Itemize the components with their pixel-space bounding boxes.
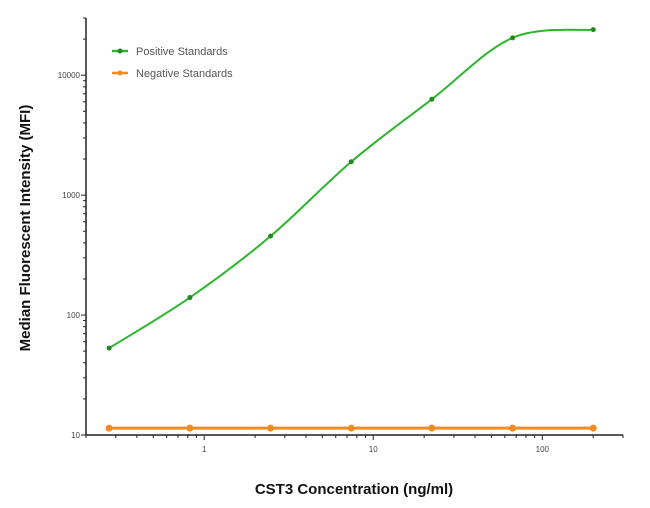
x-tick-label: 1 xyxy=(202,445,207,454)
data-point-negative xyxy=(589,424,597,432)
data-point-positive xyxy=(268,233,274,239)
y-tick-label: 10000 xyxy=(58,71,81,80)
data-point-negative xyxy=(428,424,436,432)
data-point-positive xyxy=(429,96,435,102)
data-point-negative xyxy=(105,424,113,432)
legend-marker xyxy=(117,48,123,54)
legend: Positive Standards Negative Standards xyxy=(112,46,233,80)
y-tick-label: 10 xyxy=(71,431,80,440)
data-point-negative xyxy=(347,424,355,432)
series-layer xyxy=(105,27,597,432)
data-point-positive xyxy=(590,27,596,33)
data-point-positive xyxy=(348,159,354,165)
legend-label: Negative Standards xyxy=(136,68,233,80)
legend-marker xyxy=(117,70,123,76)
y-tick-label: 1000 xyxy=(62,191,80,200)
axes: 1 10 100 10 100 1000 10000 xyxy=(58,17,624,454)
data-point-positive xyxy=(187,295,193,301)
y-axis-title: Median Fluorescent Intensity (MFI) xyxy=(17,105,34,352)
x-axis-title: CST3 Concentration (ng/ml) xyxy=(255,481,453,498)
legend-label: Positive Standards xyxy=(136,46,228,58)
data-point-negative xyxy=(509,424,517,432)
data-point-positive xyxy=(510,35,516,41)
x-tick-label: 100 xyxy=(536,445,550,454)
y-tick-label: 100 xyxy=(67,311,81,320)
x-tick-label: 10 xyxy=(369,445,378,454)
data-point-positive xyxy=(106,345,112,351)
data-point-negative xyxy=(267,424,275,432)
data-point-negative xyxy=(186,424,194,432)
